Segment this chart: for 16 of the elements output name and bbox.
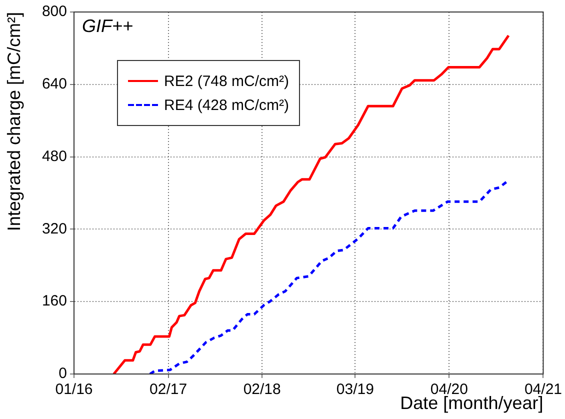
legend-label: RE4 (428 mC/cm²): [164, 96, 290, 114]
x-tick-label: 02/18: [243, 381, 281, 398]
line-series: [148, 179, 510, 374]
x-tick-label: 01/16: [55, 381, 93, 398]
y-tick-label: 640: [42, 76, 67, 93]
y-axis-title: Integrated charge [mC/cm²]: [4, 12, 24, 232]
x-tick-label: 03/19: [336, 381, 374, 398]
y-tick-label: 160: [42, 292, 67, 310]
x-axis-title: Date [month/year]: [400, 393, 544, 414]
annotation: GIF++: [82, 16, 134, 36]
y-tick-label: 0: [58, 365, 67, 382]
x-tick-label: 02/17: [150, 381, 188, 398]
y-tick-label: 800: [42, 3, 67, 20]
y-tick-label: 320: [42, 220, 67, 238]
legend-label: RE2 (748 mC/cm²): [164, 72, 290, 90]
y-tick-label: 480: [42, 148, 67, 165]
